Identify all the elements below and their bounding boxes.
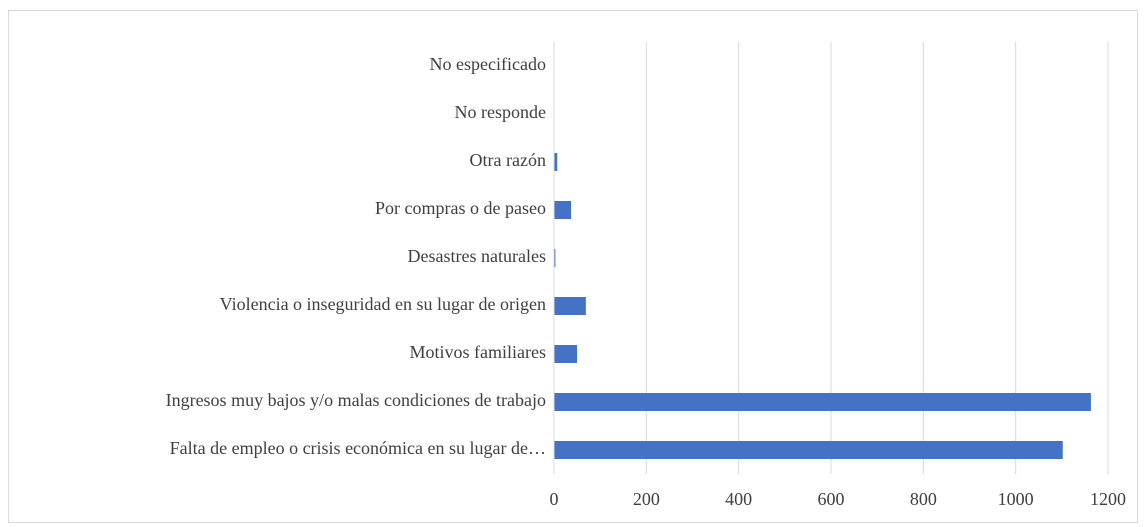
y-tick-label: Motivos familiares	[410, 342, 546, 362]
x-tick-label: 0	[550, 489, 559, 509]
x-tick-label: 200	[633, 489, 660, 509]
x-tick-label: 800	[910, 489, 937, 509]
y-tick-label: Violencia o inseguridad en su lugar de o…	[220, 294, 546, 314]
bar	[554, 393, 1091, 411]
y-tick-label: Ingresos muy bajos y/o malas condiciones…	[166, 390, 546, 410]
bar	[554, 249, 556, 267]
chart-frame	[8, 10, 1138, 523]
x-tick-label: 1200	[1090, 489, 1126, 509]
bar	[554, 345, 578, 363]
y-tick-label: Falta de empleo o crisis económica en su…	[170, 438, 546, 458]
bar	[554, 201, 572, 219]
y-tick-label: Otra razón	[470, 150, 546, 170]
y-tick-label: No responde	[455, 102, 546, 122]
y-tick-label: No especificado	[430, 54, 546, 74]
x-tick-label: 1000	[998, 489, 1034, 509]
bar	[554, 297, 586, 315]
bar	[554, 441, 1063, 459]
x-tick-label: 400	[725, 489, 752, 509]
bar	[554, 153, 558, 171]
x-tick-label: 600	[818, 489, 845, 509]
y-tick-label: Por compras o de paseo	[375, 198, 546, 218]
y-tick-label: Desastres naturales	[408, 246, 546, 266]
